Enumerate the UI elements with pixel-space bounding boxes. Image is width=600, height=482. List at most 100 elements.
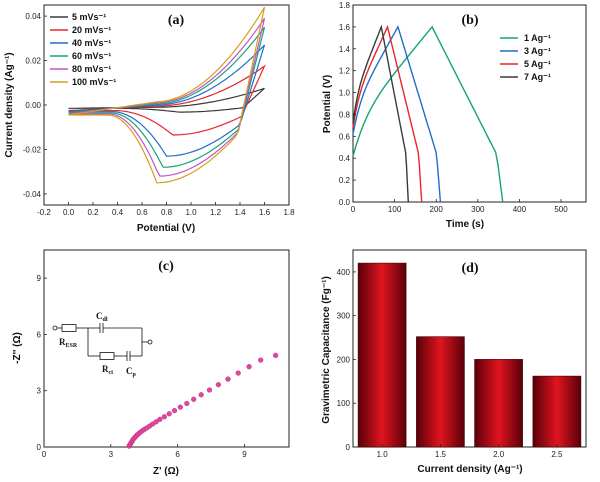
panel-b-legend: 1 Ag⁻¹ 3 Ag⁻¹ 5 Ag⁻¹ 7 Ag⁻¹ <box>500 33 551 82</box>
panel-a-y-ticks: -0.04 -0.02 0.00 0.02 0.04 <box>23 12 47 199</box>
panel-d-x-ticks: 1.0 1.5 2.0 2.5 <box>377 444 563 459</box>
nyquist-point <box>177 404 183 410</box>
gcd-curve-0 <box>352 25 504 203</box>
x-tick-label: -0.2 <box>37 208 51 217</box>
panel-a-x-ticks: -0.2 0.0 0.2 0.4 0.6 0.8 1.0 1.2 1.4 1.6 1.8 <box>37 202 295 217</box>
x-tick-label: 2.5 <box>551 450 563 459</box>
nyquist-point <box>166 411 172 417</box>
x-tick-label: 200 <box>430 205 444 214</box>
circuit-label-cdl: Cdl <box>96 311 108 323</box>
y-tick-label: 0 <box>346 443 351 452</box>
x-tick-label: 1.0 <box>185 208 197 217</box>
panel-b-xlabel: Time (s) <box>446 219 484 230</box>
circuit-label-rct: Rct <box>102 364 113 376</box>
legend-entry: 60 mVs⁻¹ <box>72 51 111 61</box>
panel-c-nyquist-plot: 0 3 6 9 0 3 6 9 (c) Z' (Ω) -Z'' (Ω) RESR <box>12 249 290 477</box>
bar-2.5 <box>532 375 582 448</box>
panel-a-ylabel: Current density (Ag⁻¹) <box>4 52 15 157</box>
legend-entry: 20 mVs⁻¹ <box>72 25 111 35</box>
nyquist-point <box>246 364 252 370</box>
y-tick-label: 9 <box>37 274 42 283</box>
x-tick-label: 2.0 <box>493 450 505 459</box>
x-tick-label: 0.2 <box>87 208 99 217</box>
panel-a-cv-plot: -0.2 0.0 0.2 0.4 0.6 0.8 1.0 1.2 1.4 1.6 1.8 -0.04… <box>4 4 295 234</box>
legend-entry: 5 Ag⁻¹ <box>524 59 551 69</box>
y-tick-label: 1.8 <box>339 1 351 10</box>
gcd-curve-3 <box>352 24 409 203</box>
legend-entry: 7 Ag⁻¹ <box>524 72 551 82</box>
x-tick-label: 500 <box>554 205 568 214</box>
panel-b-gcd-plot: 0 100 200 300 400 500 0.0 0.2 0.4 0.6 0.8 1.0 1.2 1.… <box>322 1 587 230</box>
bar-2.0 <box>474 359 523 448</box>
legend-entry: 3 Ag⁻¹ <box>524 46 551 56</box>
gcd-curve-2 <box>352 24 423 203</box>
panel-c-xlabel: Z' (Ω) <box>153 466 179 477</box>
legend-entry: 1 Ag⁻¹ <box>524 33 551 43</box>
panel-b-ylabel: Potential (V) <box>322 75 333 133</box>
nyquist-point <box>191 396 197 402</box>
circuit-label-cp: Cp <box>126 366 137 378</box>
panel-b-label: (b) <box>461 13 478 28</box>
gcd-curve-1 <box>352 25 442 203</box>
y-tick-label: 1.0 <box>339 89 351 98</box>
cv-curve-5 <box>68 6 266 184</box>
y-tick-label: 100 <box>337 399 351 408</box>
panel-a-series <box>68 6 266 184</box>
y-tick-label: 0.6 <box>339 132 351 141</box>
nyquist-point <box>206 387 213 393</box>
bar-1.0 <box>357 262 407 448</box>
y-tick-label: -0.02 <box>23 145 42 154</box>
panel-b-series <box>352 24 504 203</box>
y-tick-label: 300 <box>337 312 351 321</box>
panel-c-x-ticks: 0 3 6 9 <box>42 444 247 459</box>
legend-entry: 40 mVs⁻¹ <box>72 38 111 48</box>
circuit-resistor-ct <box>99 352 115 360</box>
circuit-terminal-right <box>147 339 153 345</box>
x-tick-label: 0 <box>351 205 356 214</box>
panel-d-label: (d) <box>461 261 478 276</box>
y-tick-label: 6 <box>37 330 42 339</box>
x-tick-label: 6 <box>175 450 180 459</box>
x-tick-label: 0.6 <box>136 208 148 217</box>
y-tick-label: 1.2 <box>339 67 351 76</box>
y-tick-label: 400 <box>337 268 351 277</box>
panel-d-bar-chart: 1.0 1.5 2.0 2.5 0 100 200 300 400 (d) Current d… <box>321 249 587 475</box>
panel-b-x-ticks: 0 100 200 300 400 500 <box>351 199 568 214</box>
y-tick-label: 0 <box>37 443 42 452</box>
y-tick-label: -0.04 <box>23 190 42 199</box>
y-tick-label: 3 <box>37 387 42 396</box>
nyquist-point <box>184 400 190 407</box>
x-tick-label: 1.5 <box>435 450 447 459</box>
panel-d-frame <box>352 249 587 448</box>
nyquist-point <box>161 414 167 420</box>
x-tick-label: 1.6 <box>259 208 271 217</box>
x-tick-label: 0 <box>42 450 47 459</box>
x-tick-label: 1.4 <box>234 208 246 217</box>
nyquist-point <box>153 419 159 425</box>
panel-d-bars <box>357 262 582 448</box>
y-tick-label: 0.00 <box>25 101 41 110</box>
panel-c-label: (c) <box>158 259 174 274</box>
y-tick-label: 1.4 <box>339 45 351 54</box>
nyquist-point <box>171 408 178 414</box>
panel-a-label: (a) <box>168 13 185 28</box>
panel-a-xlabel: Potential (V) <box>137 223 195 234</box>
nyquist-point <box>157 416 163 423</box>
x-tick-label: 300 <box>471 205 485 214</box>
nyquist-point <box>258 357 264 363</box>
bar-1.5 <box>416 336 465 448</box>
x-tick-label: 3 <box>109 450 114 459</box>
panel-b-y-ticks: 0.0 0.2 0.4 0.6 0.8 1.0 1.2 1.4 1.6 1.8 <box>339 1 356 207</box>
legend-entry: 100 mVs⁻¹ <box>72 77 116 87</box>
x-tick-label: 0.8 <box>161 208 173 217</box>
panel-d-xlabel: Current density (Ag⁻¹) <box>417 464 522 475</box>
y-tick-label: 1.6 <box>339 23 351 32</box>
equivalent-circuit-inset <box>52 323 153 361</box>
x-tick-label: 1.8 <box>283 208 295 217</box>
y-tick-label: 0.0 <box>339 198 351 207</box>
nyquist-point <box>225 376 231 382</box>
nyquist-point <box>273 352 279 359</box>
x-tick-label: 9 <box>242 450 247 459</box>
panel-c-frame <box>43 249 290 448</box>
